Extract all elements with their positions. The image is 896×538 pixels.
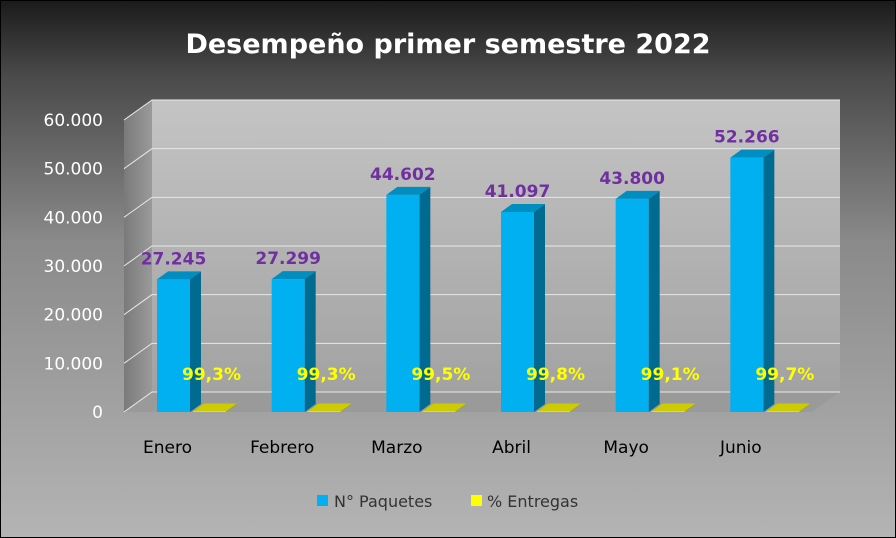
x-tick-label: Junio	[719, 438, 762, 458]
data-label-entregas: 99,1%	[641, 365, 700, 385]
data-label-paquetes: 44.602	[370, 165, 436, 185]
data-label-entregas: 99,5%	[411, 365, 470, 385]
gridline	[123, 196, 840, 218]
bar-paquetes-abril	[501, 203, 545, 412]
bar-paquetes-marzo	[386, 186, 431, 412]
legend-swatch-paquetes	[317, 495, 328, 506]
legend-label-paquetes: N° Paquetes	[334, 492, 432, 511]
x-tick-label: Febrero	[250, 438, 314, 458]
bar-entregas-abril	[537, 403, 581, 412]
data-label-paquetes: 52.266	[714, 128, 780, 148]
bar-entregas-enero	[193, 403, 237, 412]
bar-entregas-junio	[766, 403, 811, 412]
y-tick-label: 30.000	[44, 257, 103, 277]
y-tick-label: 40.000	[44, 208, 103, 228]
gridline	[123, 99, 840, 121]
x-tick-label: Mayo	[603, 438, 649, 458]
bar-paquetes-febrero	[271, 271, 316, 412]
data-label-entregas: 99,3%	[297, 365, 356, 385]
data-label-entregas: 99,7%	[755, 365, 814, 385]
bar-paquetes-mayo	[615, 190, 660, 412]
data-label-paquetes: 41.097	[485, 182, 551, 202]
bar-entregas-mayo	[651, 403, 696, 412]
legend: N° Paquetes % Entregas	[317, 492, 578, 511]
data-label-paquetes: 27.245	[141, 249, 207, 269]
y-tick-label: 60.000	[44, 111, 103, 131]
data-label-paquetes: 43.800	[599, 169, 665, 189]
gridline	[123, 294, 840, 316]
legend-swatch-entregas	[471, 495, 482, 506]
y-tick-label: 0	[92, 403, 103, 423]
y-tick-label: 50.000	[44, 160, 103, 180]
y-tick-label: 10.000	[44, 354, 103, 374]
chart-title: Desempeño primer semestre 2022	[185, 29, 710, 60]
gridline	[123, 391, 840, 413]
y-tick-label: 20.000	[44, 306, 103, 326]
x-tick-label: Marzo	[371, 438, 422, 458]
legend-label-entregas: % Entregas	[487, 492, 578, 511]
gridline	[123, 245, 840, 267]
gridline	[123, 342, 840, 364]
data-label-entregas: 99,3%	[182, 365, 241, 385]
gridline	[123, 148, 840, 170]
x-tick-label: Abril	[492, 438, 531, 458]
x-tick-label: Enero	[143, 438, 192, 458]
bar-paquetes-junio	[730, 149, 775, 412]
bar-paquetes-enero	[157, 271, 201, 412]
bar-entregas-febrero	[307, 403, 352, 412]
bar-entregas-marzo	[422, 403, 467, 412]
data-label-paquetes: 27.299	[255, 249, 321, 269]
data-label-entregas: 99,8%	[526, 365, 585, 385]
